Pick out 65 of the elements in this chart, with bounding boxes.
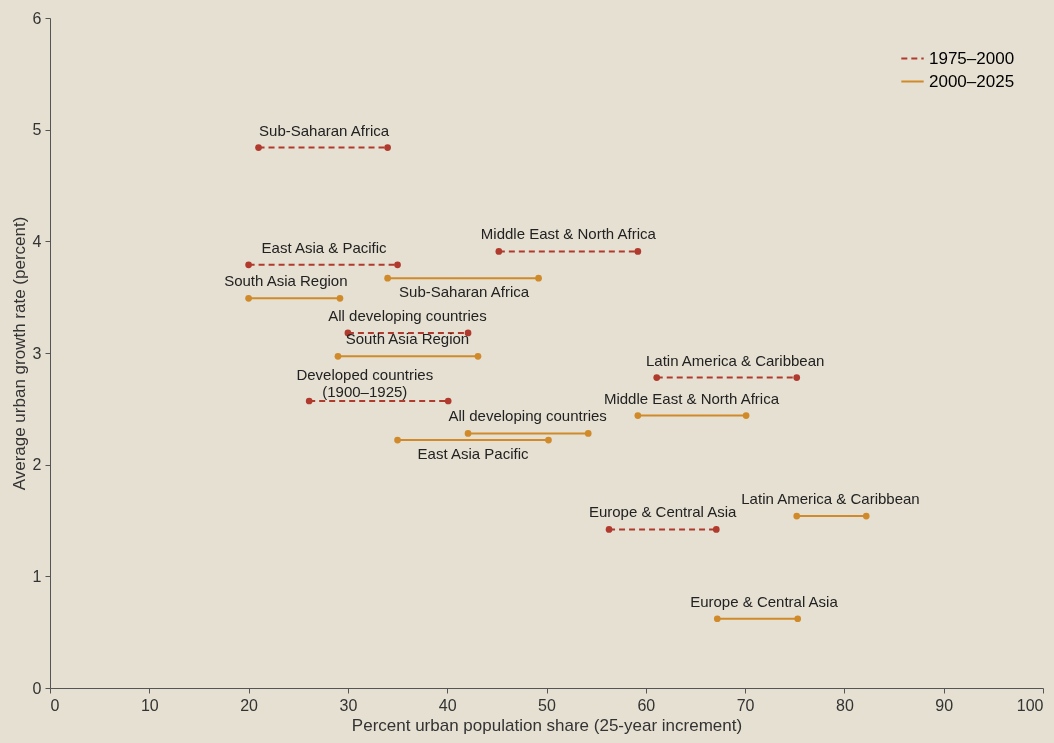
point [394,261,401,269]
annotation: East Asia Pacific [417,445,529,463]
annotation: Europe & Central Asia [690,592,839,610]
point [634,248,642,255]
x-tick-label: 0 [50,696,60,714]
point [742,412,750,419]
annotation: Europe & Central Asia [588,503,738,521]
annotation: Developed countries (1900–1925) [296,366,434,401]
y-tick-label: 6 [32,9,42,27]
point [384,274,391,282]
point [334,353,342,360]
x-tick-label: 100 [1016,696,1044,714]
annotation: Middle East & North Africa [603,389,780,407]
annotation: East Asia & Pacific [261,238,388,256]
annotation: Sub-Saharan Africa [259,121,390,139]
annotation: South Asia Region [224,272,348,290]
point [713,615,721,623]
point [495,248,503,255]
y-tick-label: 4 [32,232,42,250]
annotation: Middle East & North Africa [480,225,657,243]
annotation: Latin America & Caribbean [645,351,825,369]
y-tick-label: 1 [32,567,42,585]
x-tick-label: 30 [339,696,358,714]
point [634,412,642,419]
point [384,144,391,151]
y-tick-label: 3 [32,344,42,362]
x-tick-label: 60 [637,696,656,714]
y-tick-label: 2 [32,456,42,474]
x-tick-label: 40 [438,696,457,714]
y-tick-label: 5 [32,121,42,139]
annotation: Latin America & Caribbean [741,490,920,508]
annotation: All developing countries [448,407,607,425]
point [584,430,592,437]
point [605,526,613,533]
point [245,261,252,269]
point [255,144,262,151]
annotation: All developing countries [328,306,487,324]
point [336,294,344,302]
y-tick-label: 0 [32,679,42,697]
point [653,374,661,381]
point [794,615,802,623]
point [464,430,472,437]
annotation: South Asia Region [345,330,470,348]
point [793,374,801,381]
point [305,397,313,405]
legend-label: 2000–2025 [929,71,1015,91]
point [245,294,252,302]
x-tick-label: 90 [935,696,954,714]
x-axis-title: Percent urban population share (25-year increment) [351,715,743,735]
x-tick-label: 10 [140,696,159,714]
point [862,512,870,520]
x-tick-label: 50 [538,696,556,714]
point [535,274,542,282]
x-tick-label: 70 [736,696,755,714]
y-axis-title: Average urban growth rate (percent) [9,216,29,491]
x-tick-label: 20 [240,696,259,714]
point [545,436,552,444]
point [793,512,801,520]
point [394,436,401,444]
legend-label: 1975–2000 [929,48,1015,68]
point [444,397,452,405]
x-tick-label: 80 [836,696,854,714]
point [474,353,482,360]
annotation: Sub-Saharan Africa [399,283,530,301]
point [712,526,720,533]
